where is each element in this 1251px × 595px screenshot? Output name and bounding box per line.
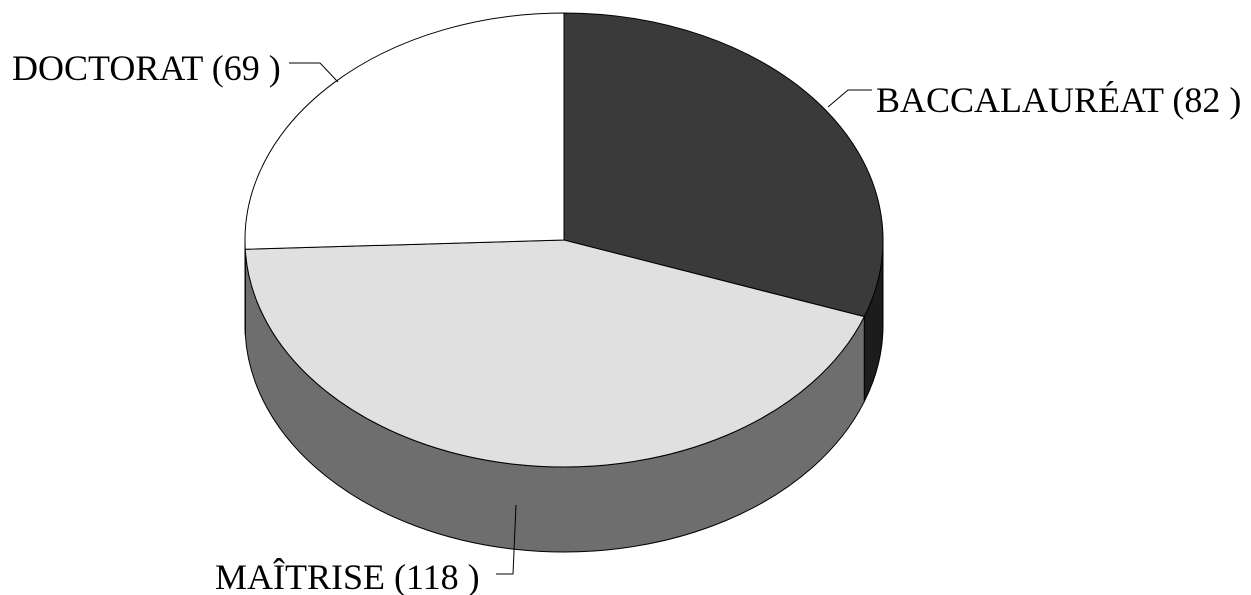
slice-label-doctorat: DOCTORAT (69 )	[12, 48, 281, 88]
pie-slice-maitrise	[244, 239, 865, 468]
pie-slice-baccalaureat	[563, 12, 884, 318]
leader-lines	[289, 62, 872, 575]
pie-slice-doctorat	[244, 12, 565, 250]
leader-line-baccalaureat	[827, 89, 872, 108]
slice-label-baccalaureat: BACCALAURÉAT (82 )	[876, 80, 1241, 120]
pie-top-faces	[244, 12, 884, 468]
slice-label-maitrise: MAÎTRISE (118 )	[215, 557, 480, 595]
leader-line-doctorat	[289, 62, 339, 83]
leader-line-maitrise	[496, 504, 517, 575]
